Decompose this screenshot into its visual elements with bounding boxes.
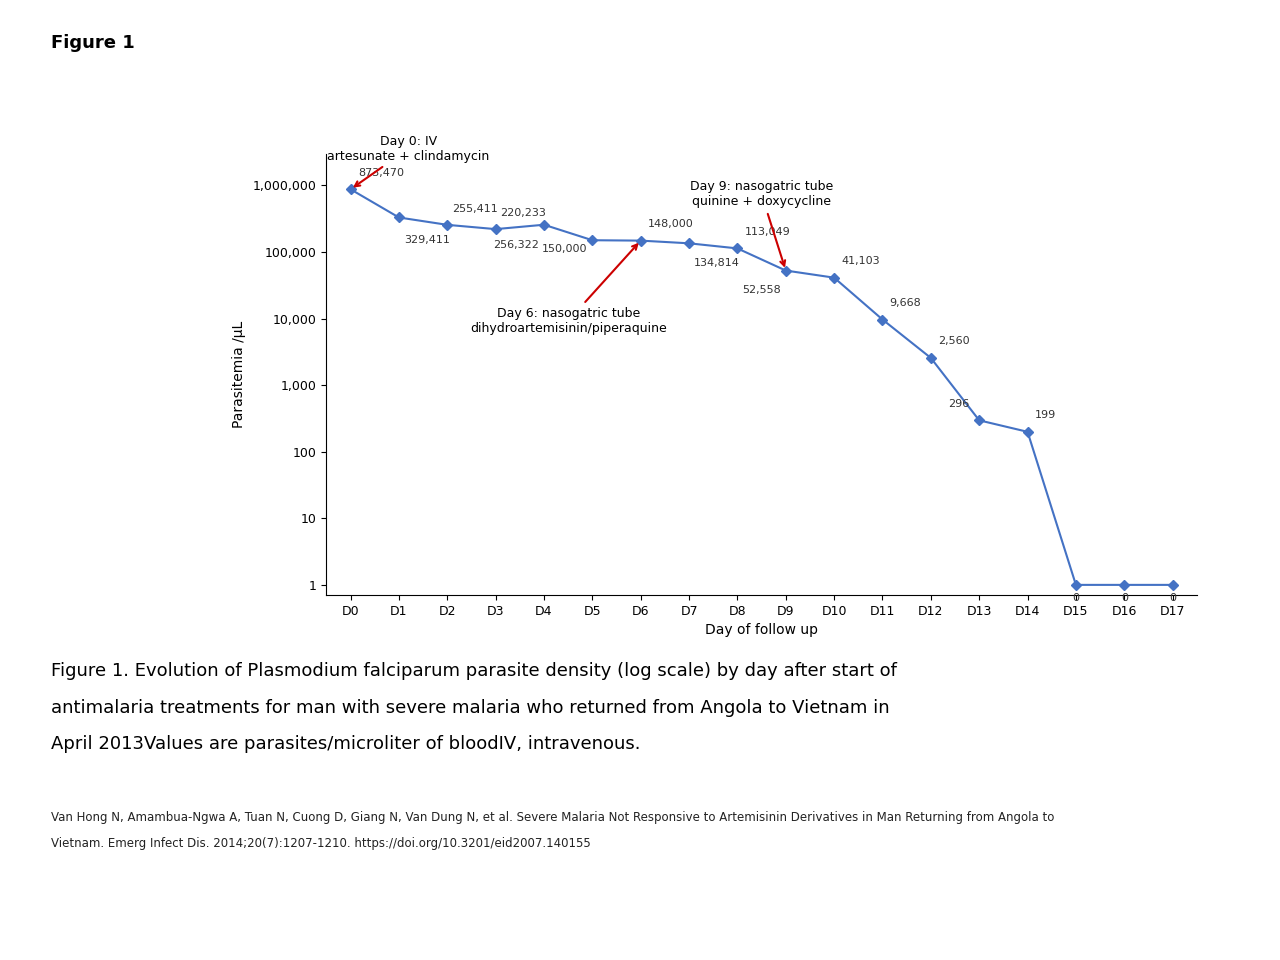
Text: 148,000: 148,000	[648, 219, 694, 228]
Text: 296: 296	[948, 398, 969, 409]
Text: 220,233: 220,233	[500, 208, 547, 218]
Text: 329,411: 329,411	[403, 235, 449, 245]
Text: 255,411: 255,411	[452, 204, 498, 214]
Text: Day 9: nasogatric tube
quinine + doxycycline: Day 9: nasogatric tube quinine + doxycyc…	[690, 180, 833, 266]
Text: 873,470: 873,470	[358, 168, 403, 178]
Text: 134,814: 134,814	[694, 258, 740, 268]
Text: 113,049: 113,049	[745, 227, 791, 237]
X-axis label: Day of follow up: Day of follow up	[705, 623, 818, 637]
Text: Figure 1. Evolution of Plasmodium falciparum parasite density (log scale) by day: Figure 1. Evolution of Plasmodium falcip…	[51, 662, 897, 681]
Y-axis label: Parasitemia /μL: Parasitemia /μL	[232, 321, 246, 428]
Text: 0: 0	[1169, 593, 1176, 603]
Text: 2,560: 2,560	[938, 336, 970, 347]
Text: Van Hong N, Amambua-Ngwa A, Tuan N, Cuong D, Giang N, Van Dung N, et al. Severe : Van Hong N, Amambua-Ngwa A, Tuan N, Cuon…	[51, 811, 1055, 825]
Text: antimalaria treatments for man with severe malaria who returned from Angola to V: antimalaria treatments for man with seve…	[51, 699, 890, 717]
Text: April 2013Values are parasites/microliter of bloodIV, intravenous.: April 2013Values are parasites/microlite…	[51, 735, 641, 754]
Text: Day 6: nasogatric tube
dihydroartemisinin/piperaquine: Day 6: nasogatric tube dihydroartemisini…	[470, 245, 667, 335]
Text: Figure 1: Figure 1	[51, 34, 134, 52]
Text: 9,668: 9,668	[890, 298, 922, 308]
Text: Vietnam. Emerg Infect Dis. 2014;20(7):1207-1210. https://doi.org/10.3201/eid2007: Vietnam. Emerg Infect Dis. 2014;20(7):12…	[51, 837, 591, 851]
Text: Day 0: IV
artesunate + clindamycin: Day 0: IV artesunate + clindamycin	[328, 134, 490, 186]
Text: 0: 0	[1121, 593, 1128, 603]
Text: 52,558: 52,558	[742, 285, 781, 296]
Text: 0: 0	[1073, 593, 1079, 603]
Text: 256,322: 256,322	[493, 239, 539, 250]
Text: 41,103: 41,103	[841, 256, 881, 266]
Text: 199: 199	[1034, 410, 1056, 420]
Text: 150,000: 150,000	[541, 244, 588, 254]
